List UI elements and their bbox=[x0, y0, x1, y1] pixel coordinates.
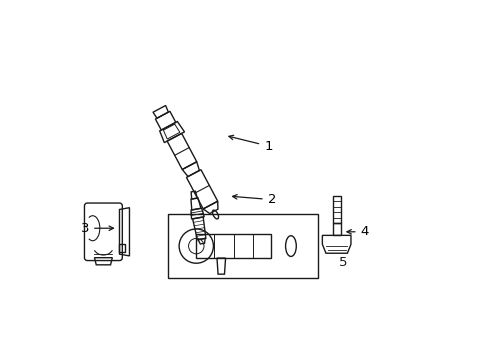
Text: 2: 2 bbox=[232, 193, 276, 206]
Text: 4: 4 bbox=[346, 225, 368, 238]
Text: 5: 5 bbox=[339, 256, 347, 269]
Text: 3: 3 bbox=[81, 222, 113, 235]
Text: 1: 1 bbox=[228, 135, 272, 153]
